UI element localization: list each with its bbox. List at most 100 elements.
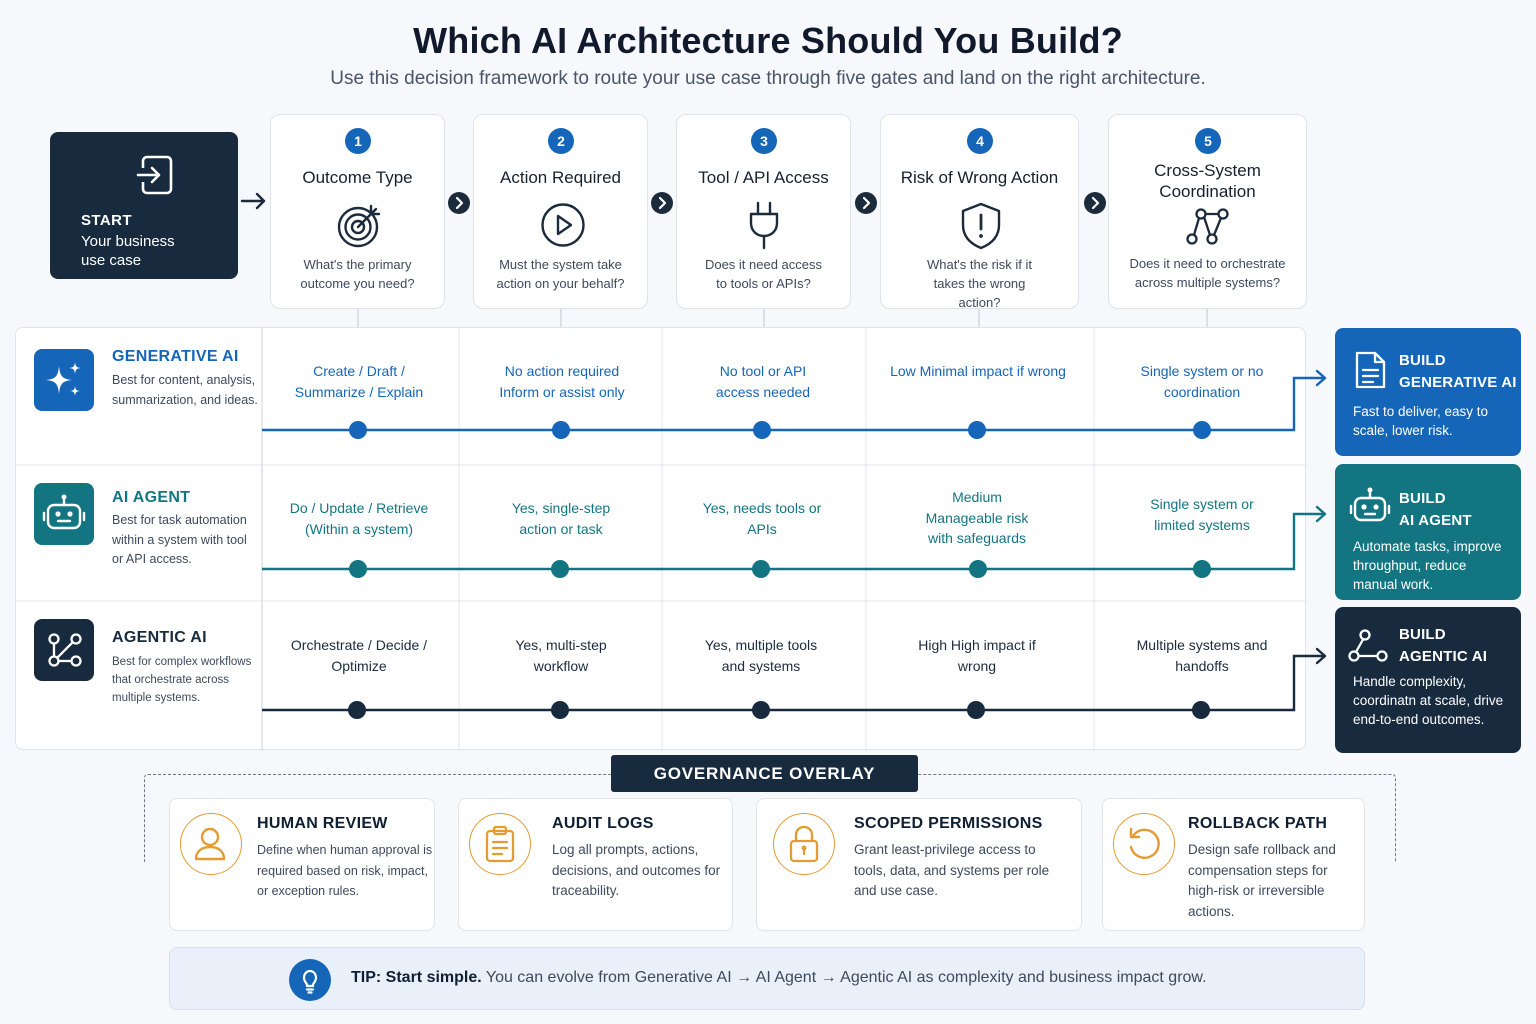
governance-label: GOVERNANCE OVERLAY [611,755,918,792]
row-description: Best for complex workflows that orchestr… [112,656,252,704]
page-title: Which AI Architecture Should You Build? [413,20,1123,61]
build-card-agentic-ai: BUILD AGENTIC AI Handle complexity, coor… [1335,607,1521,753]
target-icon [337,204,381,248]
tip-text: TIP: Start simple. You can evolve from G… [351,969,1207,987]
row-name: GENERATIVE AI [112,348,239,365]
gate-title: Risk of Wrong Action [900,168,1059,187]
document-icon [1355,351,1386,389]
workflow-icon [34,619,94,681]
gate-number: 3 [751,128,777,154]
gate-title: Action Required [500,168,621,187]
build-title: AGENTIC AI [1399,648,1488,665]
gate-card-cross-system-coordination: 5 Cross-System Coordination Does it need… [1108,114,1307,309]
cell-agentic-coordination: Multiple systems and handoffs [1136,637,1268,674]
row-header-generative-ai: GENERATIVE AI Best for content, analysis… [16,328,262,465]
page-subtitle: Use this decision framework to route you… [330,68,1206,89]
cell-generative-risk: Low Minimal impact if wrong [890,363,1066,379]
path-ai-agent [262,505,1327,578]
workflow-icon [1348,629,1388,662]
chevron-right-icon [855,192,877,214]
row-header-ai-agent: AI AGENT Best for task automation within… [16,465,262,601]
sparkles-icon [34,349,94,411]
build-description: Handle complexity, coordinatn at scale, … [1353,674,1504,727]
matrix-grid [16,328,1307,751]
cell-agent-action: Yes, single-step action or task [511,500,611,537]
tip-body: You can evolve from Generative AI → AI A… [485,969,1207,986]
gate-number: 1 [345,128,371,154]
cell-generative-tools: No tool or API access needed [715,363,811,400]
decision-matrix: GENERATIVE AI Best for content, analysis… [15,327,1307,751]
build-prefix: BUILD [1399,626,1446,643]
cell-agent-risk: Medium Manageable risk with safeguards [925,489,1029,546]
play-icon [541,203,585,247]
cell-generative-outcome: Create / Draft / Summarize / Explain [294,363,424,400]
enter-icon [136,155,173,195]
robot-icon [34,483,94,545]
governance-title: ROLLBACK PATH [1188,815,1328,832]
gate-number: 2 [548,128,574,154]
governance-card-rollback-path: ROLLBACK PATH Design safe rollback and c… [1102,798,1365,931]
chevron-right-icon [651,192,673,214]
build-prefix: BUILD [1399,352,1446,369]
gate-question: Does it need to orchestrate across multi… [1129,256,1286,290]
governance-card-audit-logs: AUDIT LOGS Log all prompts, actions, dec… [458,798,733,931]
cell-agent-outcome: Do / Update / Retrieve (Within a system) [289,500,429,537]
person-icon [180,813,242,875]
network-icon [1186,208,1229,245]
gate-card-action-required: 2 Action Required Must the system take a… [473,114,648,309]
robot-icon [1349,487,1391,522]
build-prefix: BUILD [1399,490,1446,507]
gate-question: What's the risk if it takes the wrong ac… [926,257,1033,310]
gate-card-outcome-type: 1 Outcome Type What's the primary outcom… [270,114,445,309]
build-title: AI AGENT [1399,512,1472,529]
governance-description: Design safe rollback and compensation st… [1188,842,1336,919]
gate-question: What's the primary outcome you need? [300,257,415,291]
cell-agent-tools: Yes, needs tools or APIs [702,500,822,537]
gate-number: 5 [1195,128,1221,154]
path-generative-ai [262,369,1327,439]
row-description: Best for content, analysis, summarizatio… [112,373,258,407]
row-name: AGENTIC AI [112,629,207,646]
chevron-right-icon [448,192,470,214]
tip-banner: TIP: Start simple. You can evolve from G… [169,947,1365,1010]
governance-title: SCOPED PERMISSIONS [854,815,1043,832]
build-description: Fast to deliver, easy to scale, lower ri… [1353,404,1489,438]
cell-agent-coordination: Single system or limited systems [1150,496,1254,533]
governance-card-scoped-permissions: SCOPED PERMISSIONS Grant least-privilege… [756,798,1082,931]
row-name: AI AGENT [112,489,191,506]
governance-title: HUMAN REVIEW [257,815,388,832]
chevron-right-icon [1084,192,1106,214]
cell-generative-action: No action required Inform or assist only [499,363,625,400]
build-description: Automate tasks, improve throughput, redu… [1353,539,1502,592]
cell-agentic-action: Yes, multi-step workflow [515,637,607,674]
governance-description: Log all prompts, actions, decisions, and… [552,842,721,898]
gate-title: Outcome Type [302,168,413,187]
start-arrow-icon [240,192,266,210]
plug-icon [749,201,779,250]
rollback-icon [1113,813,1175,875]
gate-question: Does it need access to tools or APIs? [704,257,823,291]
cell-agentic-risk: High High impact if wrong [918,637,1036,674]
governance-title: AUDIT LOGS [552,815,654,832]
row-header-agentic-ai: AGENTIC AI Best for complex workflows th… [16,601,262,751]
gate-card-tool-api-access: 3 Tool / API Access Does it need access … [676,114,851,309]
governance-description: Define when human approval is required b… [257,843,433,898]
lightbulb-icon [289,959,331,1001]
gate-connectors [357,308,1208,328]
build-card-ai-agent: BUILD AI AGENT Automate tasks, improve t… [1335,464,1521,600]
gate-number: 4 [967,128,993,154]
cell-agentic-outcome: Orchestrate / Decide / Optimize [290,637,428,674]
shield-alert-icon [961,202,1001,250]
gate-card-risk-of-wrong-action: 4 Risk of Wrong Action What's the risk i… [880,114,1079,310]
gate-question: Must the system take action on your beha… [496,257,625,291]
cell-generative-coordination: Single system or no coordination [1140,363,1264,400]
governance-card-human-review: HUMAN REVIEW Define when human approval … [169,798,435,931]
start-box: START Your business use case [50,132,238,279]
start-label: START [81,212,132,229]
gate-title: Tool / API Access [698,168,829,187]
clipboard-icon [469,813,531,875]
build-card-generative-ai: BUILD GENERATIVE AI Fast to deliver, eas… [1335,328,1521,456]
row-description: Best for task automation within a system… [112,513,247,566]
path-agentic-ai [262,647,1327,719]
